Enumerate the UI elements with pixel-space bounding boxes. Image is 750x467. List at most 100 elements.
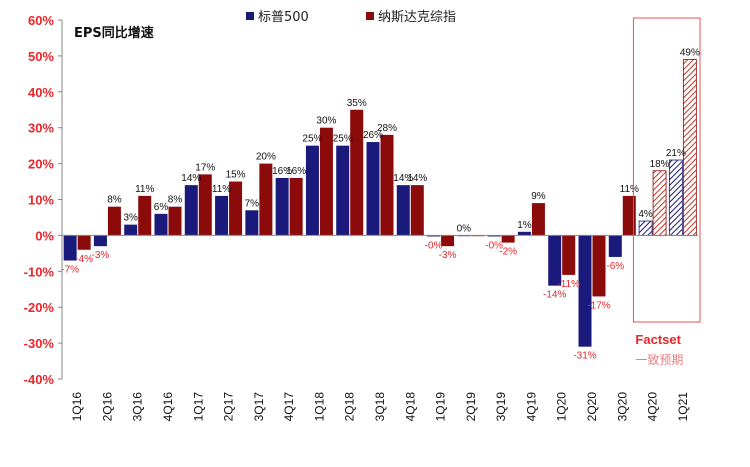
bar-sp500 (396, 185, 410, 236)
data-label-nasdaq: -4% (75, 254, 93, 265)
bar-sp500 (305, 145, 319, 236)
data-label-sp500: -14% (543, 290, 566, 301)
data-label-sp500: 16% (272, 166, 292, 177)
bar-nasdaq (229, 181, 243, 236)
estimate-source-label: Factset (635, 332, 681, 347)
bar-nasdaq (319, 127, 333, 236)
bar-sp500 (427, 235, 441, 237)
data-label-sp500: 21% (666, 148, 686, 159)
data-label-sp500: 0% (457, 223, 472, 234)
bar-sp500 (124, 224, 138, 236)
x-tick-label: 4Q19 (524, 392, 538, 422)
bar-nasdaq (410, 185, 424, 236)
x-tick-label: 2Q16 (100, 392, 114, 422)
chart-inner-title: EPS同比增速 (74, 26, 154, 41)
x-tick-label: 2Q19 (464, 392, 478, 422)
x-tick-label: 1Q18 (312, 392, 326, 422)
x-tick-label: 2Q20 (585, 392, 599, 422)
data-label-sp500: -7% (61, 265, 79, 276)
data-label-nasdaq: -17% (587, 300, 610, 311)
bar-nasdaq (622, 195, 636, 236)
data-label-nasdaq: 8% (107, 195, 122, 206)
data-label-sp500: 1% (517, 220, 532, 231)
bar-sp500 (275, 177, 289, 236)
data-label-sp500: 6% (154, 202, 169, 213)
data-label-sp500: 25% (333, 134, 353, 145)
data-label-sp500: -0% (485, 240, 503, 251)
y-tick-label: -30% (24, 336, 55, 351)
data-label-sp500: 3% (123, 213, 138, 224)
bar-nasdaq (562, 235, 576, 275)
data-label-sp500: -31% (573, 351, 596, 362)
bar-sp500 (638, 220, 653, 236)
x-tick-label: 1Q17 (191, 392, 205, 422)
bar-sp500 (184, 185, 198, 236)
estimate-consensus-label: 一致预期 (635, 353, 683, 367)
bar-nasdaq (77, 235, 91, 250)
data-label-nasdaq: 14% (407, 173, 427, 184)
bar-sp500 (578, 235, 592, 347)
bar-nasdaq (380, 134, 394, 236)
bar-nasdaq (259, 163, 273, 236)
data-label-nasdaq: 30% (316, 116, 336, 127)
data-label-nasdaq: 49% (680, 47, 700, 58)
bar-sp500 (336, 145, 350, 236)
bar-nasdaq (198, 174, 212, 236)
legend-item-sp500: 标普500 (246, 6, 309, 25)
data-label-sp500: 26% (363, 130, 383, 141)
bar-nasdaq (592, 235, 606, 297)
data-label-sp500: 14% (393, 173, 413, 184)
y-tick-label: 30% (28, 121, 54, 136)
data-label-nasdaq: 15% (226, 170, 246, 181)
data-label-nasdaq: 18% (650, 159, 670, 170)
data-label-nasdaq: 20% (256, 152, 276, 163)
data-label-nasdaq: 8% (168, 195, 183, 206)
data-label-sp500: -3% (92, 250, 110, 261)
x-tick-label: 1Q20 (555, 392, 569, 422)
data-label-sp500: -0% (425, 240, 443, 251)
legend-label-nasdaq: 纳斯达克综指 (378, 10, 457, 25)
x-tick-label: 4Q17 (282, 392, 296, 422)
data-label-nasdaq: -3% (439, 250, 457, 261)
x-tick-label: 4Q16 (161, 392, 175, 422)
data-label-nasdaq: -11% (557, 279, 580, 290)
y-tick-label: 0% (35, 228, 54, 243)
data-label-nasdaq: 17% (195, 162, 215, 173)
bar-nasdaq (501, 235, 515, 243)
x-tick-label: 2Q18 (343, 392, 357, 422)
bar-sp500 (93, 235, 107, 247)
y-tick-label: 10% (28, 193, 54, 208)
legend-label-sp500: 标普500 (258, 10, 309, 25)
data-label-nasdaq: 9% (531, 191, 546, 202)
data-label-nasdaq: -2% (499, 247, 517, 258)
x-tick-label: 3Q17 (252, 392, 266, 422)
data-label-sp500: 14% (181, 173, 201, 184)
data-label-sp500: -6% (606, 261, 624, 272)
bar-nasdaq (138, 195, 152, 236)
legend-swatch-nasdaq (366, 11, 374, 20)
data-label-nasdaq: 16% (286, 166, 306, 177)
estimate-box (632, 17, 701, 323)
bar-sp500 (487, 235, 501, 237)
x-tick-label: 1Q19 (434, 392, 448, 422)
y-tick-label: 50% (28, 49, 54, 64)
bar-sp500 (548, 235, 562, 286)
x-tick-label: 1Q16 (70, 392, 84, 422)
data-label-nasdaq: 11% (620, 184, 639, 195)
bar-nasdaq (289, 177, 303, 236)
bar-sp500 (517, 231, 531, 236)
legend-item-nasdaq: 纳斯达克综指 (366, 6, 456, 25)
x-tick-label: 2Q17 (222, 392, 236, 422)
bar-sp500 (668, 159, 683, 236)
y-tick-label: 20% (28, 157, 54, 172)
bar-nasdaq (350, 109, 364, 236)
y-tick-label: 60% (28, 13, 54, 28)
data-label-sp500: 25% (302, 134, 322, 145)
bar-nasdaq (652, 170, 667, 236)
x-tick-label: 3Q20 (615, 392, 629, 422)
bar-nasdaq (531, 203, 545, 236)
bar-nasdaq (107, 206, 121, 236)
bar-sp500 (154, 213, 168, 236)
bar-sp500 (366, 142, 380, 236)
x-tick-label: 3Q19 (494, 392, 508, 422)
